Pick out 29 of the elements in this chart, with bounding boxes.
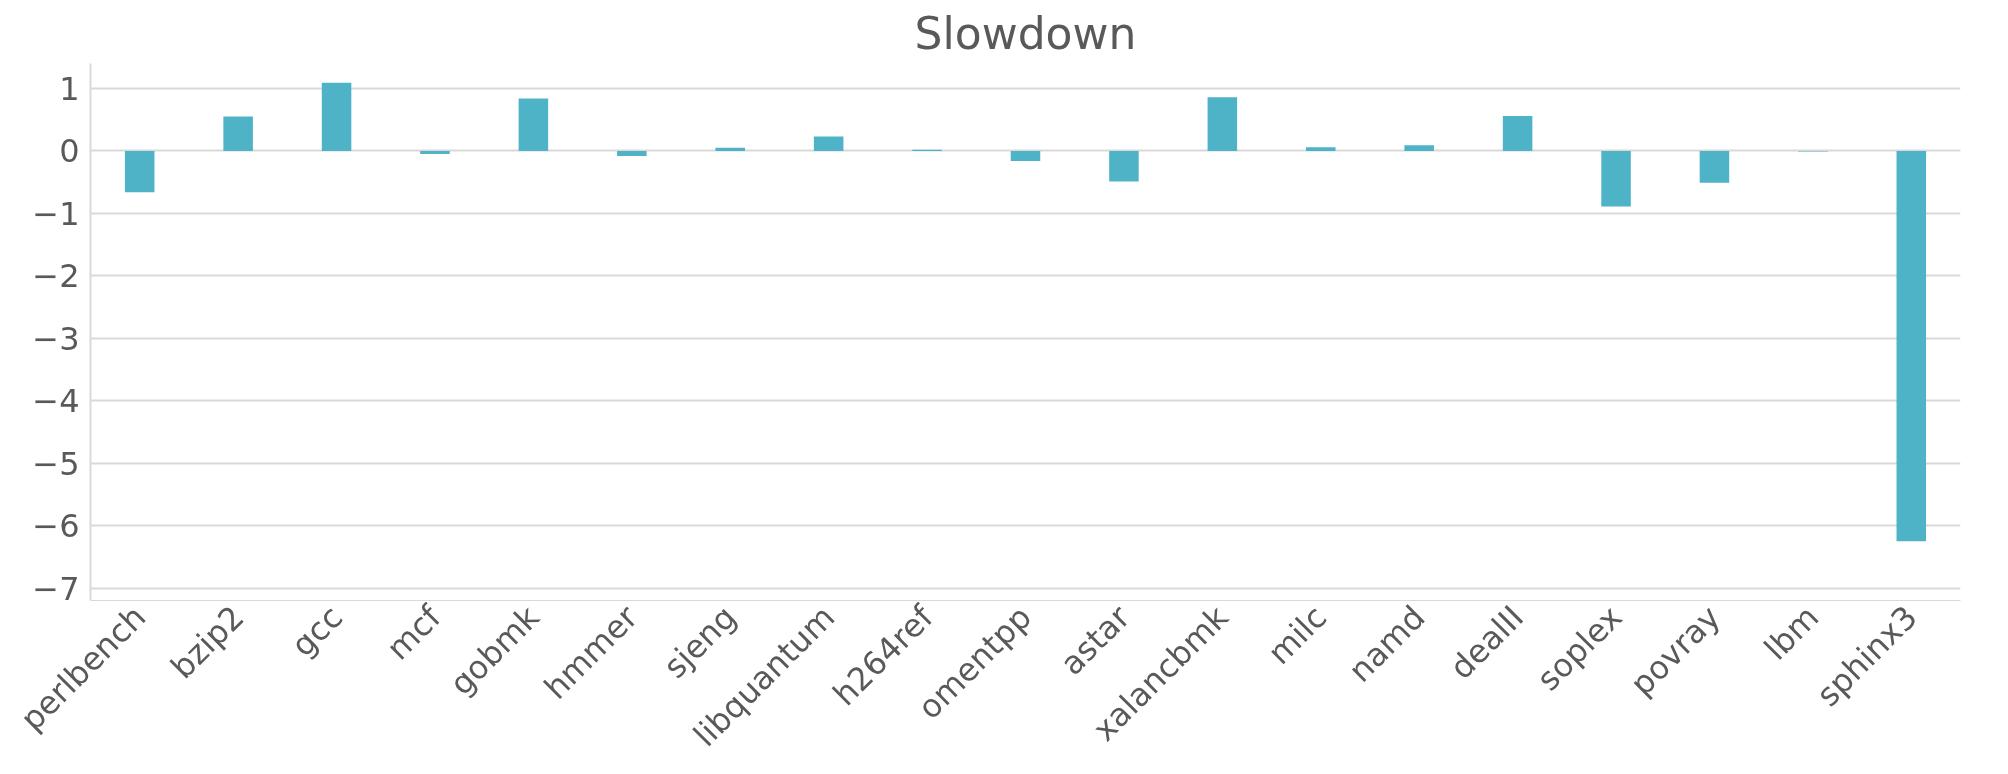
x-tick-label: gcc bbox=[283, 598, 350, 665]
bar bbox=[1601, 150, 1631, 207]
bar bbox=[321, 82, 352, 151]
y-tick-label: −5 bbox=[32, 444, 80, 483]
bar bbox=[1306, 147, 1336, 151]
bar bbox=[420, 150, 450, 155]
bar bbox=[1896, 150, 1927, 542]
y-tick-label: −4 bbox=[32, 382, 80, 421]
bar bbox=[1109, 150, 1139, 182]
y-tick-label: 0 bbox=[59, 132, 80, 171]
bar bbox=[1699, 150, 1730, 183]
bar bbox=[223, 116, 253, 151]
y-tick-label: −7 bbox=[32, 569, 80, 608]
bar bbox=[715, 147, 745, 151]
bar bbox=[1404, 145, 1434, 151]
y-tick-label: −1 bbox=[32, 194, 80, 233]
bar bbox=[518, 98, 549, 151]
bar bbox=[617, 150, 647, 156]
y-tick-label: −2 bbox=[32, 257, 80, 296]
bar bbox=[1207, 97, 1238, 151]
y-tick-label: −3 bbox=[32, 319, 80, 358]
bar bbox=[1502, 115, 1533, 151]
y-tick-label: −6 bbox=[32, 507, 80, 546]
x-tick-label: lbm bbox=[1756, 598, 1827, 668]
bar bbox=[1010, 150, 1041, 161]
bar bbox=[813, 136, 844, 151]
bar bbox=[124, 150, 155, 193]
y-tick-label: 1 bbox=[59, 69, 80, 108]
chart-title: Slowdown bbox=[914, 7, 1137, 59]
